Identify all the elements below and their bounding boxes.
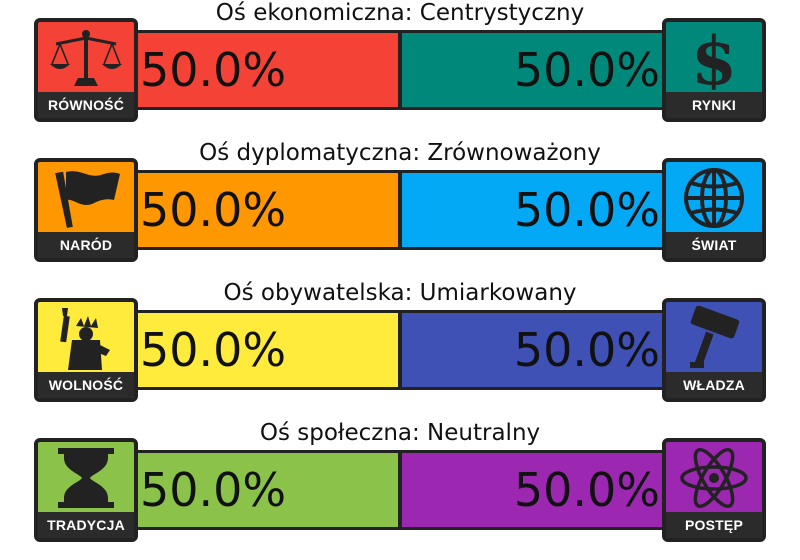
svg-text:$: $ [691, 26, 737, 90]
bar-segment-left: 50.0% [130, 313, 400, 387]
bar-segment-right: 50.0% [400, 33, 670, 107]
icon-box-progress: POSTĘP [662, 438, 766, 542]
bar-divider [398, 30, 402, 110]
icon-label: RÓWNOŚĆ [38, 92, 134, 118]
icon-label: RYNKI [666, 92, 762, 118]
icon-label: POSTĘP [666, 512, 762, 538]
percent-right: 50.0% [513, 43, 660, 97]
icon-label: WŁADZA [666, 372, 762, 398]
bar-divider [398, 310, 402, 390]
bar-segment-left: 50.0% [130, 33, 400, 107]
icon-label: TRADYCJA [38, 512, 134, 538]
axis-bar: 50.0% 50.0% [130, 30, 670, 110]
atom-icon [680, 447, 748, 509]
icon-label: NARÓD [38, 232, 134, 258]
axis-bar: 50.0% 50.0% [130, 310, 670, 390]
bar-divider [398, 450, 402, 530]
bar-segment-left: 50.0% [130, 173, 400, 247]
percent-right: 50.0% [513, 323, 660, 377]
liberty-icon [60, 308, 110, 370]
axis-diplomatic: Oś dyplomatyczna: Zrównoważony 50.0% 50.… [0, 140, 800, 280]
percent-left: 50.0% [140, 43, 287, 97]
axis-title: Oś obywatelska: Umiarkowany [223, 280, 577, 306]
icon-box-markets: $ RYNKI [662, 18, 766, 122]
axis-title: Oś ekonomiczna: Centrystyczny [215, 0, 585, 26]
flag-icon [55, 171, 120, 228]
axis-title: Oś społeczna: Neutralny [259, 420, 541, 446]
axis-social: Oś społeczna: Neutralny 50.0% 50.0% TRAD… [0, 420, 800, 560]
icon-box-tradition: TRADYCJA [34, 438, 138, 542]
bar-segment-right: 50.0% [400, 453, 670, 527]
bar-segment-right: 50.0% [400, 313, 670, 387]
percent-left: 50.0% [140, 463, 287, 517]
axis-bar: 50.0% 50.0% [130, 170, 670, 250]
dollar-icon: $ [691, 26, 737, 90]
icon-box-world: ŚWIAT [662, 158, 766, 262]
percent-left: 50.0% [140, 183, 287, 237]
icon-box-authority: WŁADZA [662, 298, 766, 402]
globe-icon [684, 168, 744, 228]
axis-title: Oś dyplomatyczna: Zrównoważony [199, 140, 601, 166]
axis-bar: 50.0% 50.0% [130, 450, 670, 530]
bar-segment-left: 50.0% [130, 453, 400, 527]
gavel-icon [690, 306, 740, 368]
percent-right: 50.0% [513, 183, 660, 237]
icon-box-nation: NARÓD [34, 158, 138, 262]
axis-civil: Oś obywatelska: Umiarkowany 50.0% 50.0% … [0, 280, 800, 420]
icon-label: ŚWIAT [666, 232, 762, 258]
percent-left: 50.0% [140, 323, 287, 377]
icon-box-liberty: WOLNOŚĆ [34, 298, 138, 402]
axis-economic: Oś ekonomiczna: Centrystyczny 50.0% 50.0… [0, 0, 800, 140]
bar-segment-right: 50.0% [400, 173, 670, 247]
icon-label: WOLNOŚĆ [38, 372, 134, 398]
hourglass-icon [58, 448, 114, 508]
percent-right: 50.0% [513, 463, 660, 517]
scales-icon [50, 30, 122, 86]
icon-box-equality: RÓWNOŚĆ [34, 18, 138, 122]
bar-divider [398, 170, 402, 250]
